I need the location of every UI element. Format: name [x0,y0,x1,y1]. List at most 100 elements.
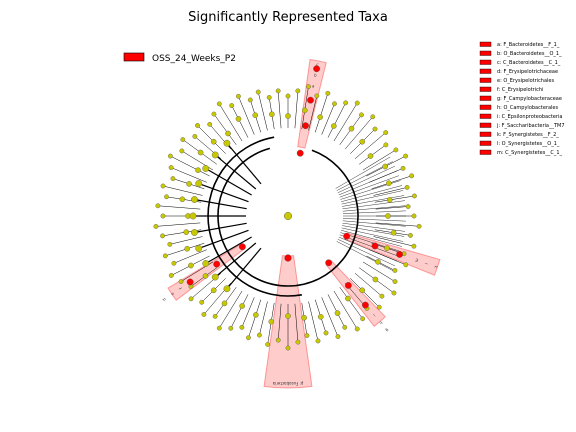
taxa-legend-item: c: C_Bacteroidetes__C_1_ [497,60,561,66]
significant-node-cba [296,149,304,157]
leaf-node [255,89,261,95]
tree-branch [162,185,203,196]
leaf-node [411,213,417,219]
leaf-node [228,325,234,331]
significant-node-fed [186,278,194,286]
fan-branch [339,234,399,257]
inner-node [334,310,341,316]
tree-branch [339,287,363,319]
leaf-node [314,93,320,99]
significant-node-cba [313,65,321,73]
cladogram-nodes [153,65,422,351]
tree-branch [362,149,396,171]
leaf-node [354,326,360,332]
inner-node [386,197,393,203]
leaf-node [403,153,409,159]
clade-node [211,151,219,159]
leaf-node [400,165,406,171]
leaf-node [411,243,417,249]
fan-branch [342,200,406,210]
figure-title: Significantly Represented Taxa [188,10,388,25]
major-branch [194,222,247,234]
tree-branch [248,299,262,338]
leaf-node [285,345,291,351]
clade-label-i: i [372,313,376,318]
group-legend: OSS_24_Weeks_P2 [123,52,236,64]
clade-node [191,196,198,203]
clade-node [191,229,198,236]
root-node [284,211,293,220]
significant-node-fed [239,243,246,251]
inner-node [345,295,351,302]
fan-branch [339,175,399,198]
leaf-node [304,333,310,338]
inner-node [252,112,259,118]
significant-node-ihg [362,301,369,309]
tree-branch [197,125,226,154]
leaf-node [372,126,378,132]
leaf-node [392,268,398,273]
leaf-node [153,223,159,229]
inner-node [317,114,323,120]
tree-branch [294,90,299,129]
significant-node-mlk [371,242,379,250]
tree-branch [173,249,207,264]
clade-node [223,139,231,147]
clade-label-h: h [378,320,384,326]
tree-branch [157,205,201,210]
leaf-node [359,112,364,118]
taxa-legend-swatch [479,95,492,101]
leaf-node [212,313,218,319]
taxa-legend-item: l: O_Synergistetes__O_1_ [497,141,560,147]
clade-node [195,245,203,252]
tree-branch [371,175,412,190]
taxa-legend-item: k: F_Synergistetes__F_2_ [497,132,559,138]
taxa-legend-swatch [479,131,492,137]
fan-branch [341,190,404,205]
taxa-legend-swatch [479,59,492,65]
clade-node [202,260,210,267]
leaf-node [403,262,409,268]
leaf-node [409,173,415,179]
major-branch [226,142,262,185]
leaf-node [323,330,329,336]
leaf-node [236,93,241,99]
inner-node [188,262,194,269]
major-branch [214,242,257,278]
tree-branch [354,132,386,160]
leaf-node [275,337,281,343]
significant-node-cba [302,122,309,130]
taxa-legend-swatch [479,149,492,155]
tree-branch [373,187,408,196]
clade-label-fusobacteria: p: Fusobacteria [272,381,303,386]
inner-node [382,163,388,170]
inner-node [331,123,337,129]
tree-branch [277,90,282,129]
fan-branch [340,232,401,252]
tree-branch [219,290,243,329]
leaf-node [168,165,174,170]
group-legend-label: OSS_24_Weeks_P2 [152,54,236,64]
major-branch [194,198,247,210]
inner-node [359,138,366,145]
leaf-node [160,213,166,219]
taxa-legend-item: a: F_Bacteroidetes__F_1_ [497,42,560,48]
inner-node [384,245,390,251]
inner-node [348,125,355,132]
taxa-legend-swatch [479,122,492,128]
inner-node [210,138,217,145]
major-branch [205,167,252,196]
leaf-node [246,335,251,341]
taxa-legend-item: f: C_Erysipelotrichi [497,87,543,93]
tree-branch [231,105,249,138]
leaf-node [335,334,341,339]
tree-branch [257,91,268,131]
leaf-node [408,232,413,238]
significant-node-mlk [396,251,403,258]
tree-branch [294,303,299,343]
leaf-node [168,273,174,278]
inner-node [197,149,204,156]
inner-node [269,111,275,118]
taxa-legend-item: h: O_Campylobacterales [497,105,558,111]
leaf-node [306,84,311,90]
